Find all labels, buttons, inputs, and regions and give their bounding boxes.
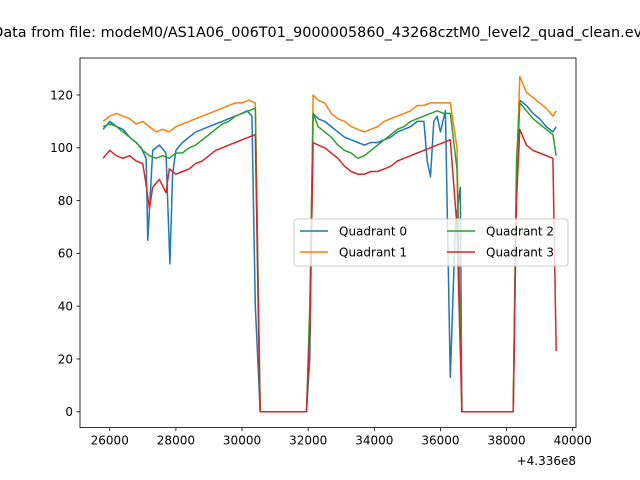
legend-label-1: Quadrant 1 [339,245,407,259]
y-tick-label: 80 [58,194,73,208]
x-tick-label: 28000 [157,434,195,448]
x-tick-label: 40000 [554,434,592,448]
x-tick-label: 38000 [487,434,525,448]
x-offset-label: +4.336e8 [517,454,576,468]
x-tick-label: 30000 [223,434,261,448]
series-line-3 [102,128,557,413]
y-tick-label: 0 [65,405,73,419]
legend-box [293,218,569,267]
y-tick-label: 100 [50,141,73,155]
x-tick-label: 36000 [421,434,459,448]
x-tick-label: 34000 [355,434,393,448]
legend: Quadrant 0 Quadrant 1 Quadrant 2 Quadrant 3 [293,218,569,267]
y-tick-label: 40 [58,299,73,313]
legend-label-0: Quadrant 0 [339,224,407,238]
legend-label-3: Quadrant 3 [486,245,554,259]
y-tick-label: 60 [58,247,73,261]
series-line-2 [102,102,557,413]
y-axis: 0 20 40 60 80 100 120 [50,88,80,419]
y-tick-label: 20 [58,352,73,366]
plot-frame [79,57,577,429]
x-tick-label: 32000 [289,434,327,448]
x-axis: 26000 28000 30000 32000 34000 36000 38000 40000 [91,427,592,448]
chart-title: Data from file: modeM0/AS1A06_006T01_900… [0,25,640,41]
x-tick-label: 26000 [91,434,129,448]
y-tick-label: 120 [50,88,73,102]
legend-label-2: Quadrant 2 [486,224,554,238]
